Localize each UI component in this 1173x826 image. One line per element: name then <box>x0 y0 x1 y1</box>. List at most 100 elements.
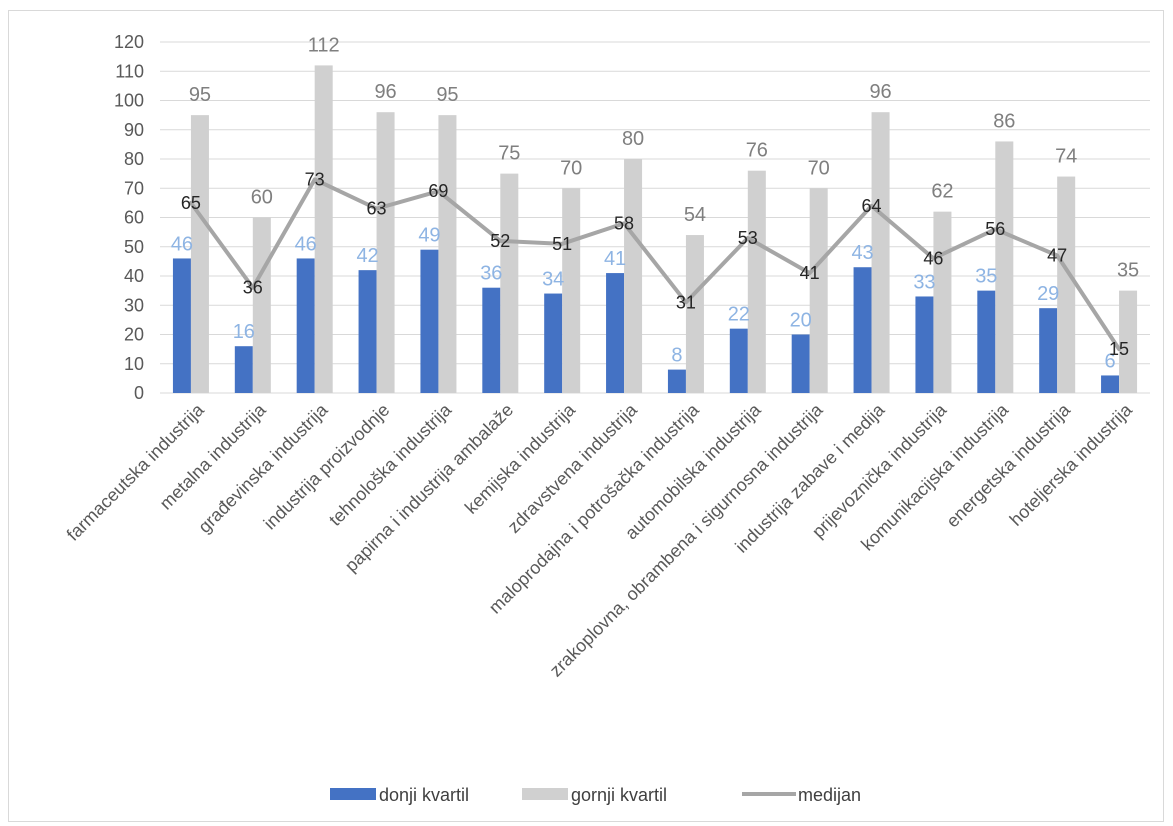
legend-label: medijan <box>798 785 861 805</box>
bar-gornji-kvartil <box>252 217 271 393</box>
data-label-donji-kvartil: 36 <box>480 263 502 285</box>
y-tick-label: 110 <box>115 61 144 81</box>
y-tick-label: 90 <box>124 120 144 140</box>
bar-donji-kvartil <box>853 267 872 393</box>
data-label-gornji-kvartil: 96 <box>374 81 396 103</box>
bar-donji-kvartil <box>667 369 686 393</box>
data-label-medijan: 53 <box>738 228 758 248</box>
y-tick-label: 30 <box>124 295 144 315</box>
bar-gornji-kvartil <box>809 188 828 393</box>
x-category-label: metalna industrija <box>156 399 271 514</box>
y-tick-label: 50 <box>124 237 144 257</box>
data-label-medijan: 51 <box>552 234 572 254</box>
data-label-gornji-kvartil: 62 <box>931 181 953 203</box>
data-label-medijan: 56 <box>985 219 1005 239</box>
data-label-medijan: 73 <box>305 169 325 189</box>
data-label-donji-kvartil: 42 <box>356 245 378 267</box>
bar-gornji-kvartil <box>933 211 952 393</box>
data-label-donji-kvartil: 41 <box>604 248 626 270</box>
data-label-gornji-kvartil: 95 <box>189 84 211 106</box>
legend-swatch <box>330 788 376 800</box>
bar-gornji-kvartil <box>685 235 704 393</box>
bar-gornji-kvartil <box>190 115 209 393</box>
y-tick-label: 60 <box>124 208 144 228</box>
bar-donji-kvartil <box>544 293 563 393</box>
bar-donji-kvartil <box>172 258 191 393</box>
bar-donji-kvartil <box>234 346 253 393</box>
data-label-donji-kvartil: 6 <box>1105 350 1116 372</box>
y-tick-label: 10 <box>124 354 144 374</box>
bar-gornji-kvartil <box>438 115 457 393</box>
bar-gornji-kvartil <box>562 188 581 393</box>
bar-donji-kvartil <box>729 328 748 393</box>
bar-donji-kvartil <box>606 273 625 393</box>
bar-donji-kvartil <box>420 249 439 393</box>
data-label-gornji-kvartil: 76 <box>746 140 768 162</box>
legend-swatch <box>522 788 568 800</box>
data-label-donji-kvartil: 43 <box>851 242 873 264</box>
data-label-medijan: 31 <box>676 292 696 312</box>
y-axis-ticks: 0 10 20 30 40 50 60 70 80 90 100 110 120 <box>114 32 144 403</box>
data-label-donji-kvartil: 16 <box>233 321 255 343</box>
data-label-medijan: 47 <box>1047 246 1067 266</box>
bar-gornji-kvartil <box>871 112 890 393</box>
bars <box>172 65 1138 394</box>
x-category-label: energetska industrija <box>942 399 1074 531</box>
data-label-gornji-kvartil: 96 <box>869 81 891 103</box>
y-tick-label: 40 <box>124 266 144 286</box>
y-tick-label: 70 <box>124 178 144 198</box>
data-label-medijan: 46 <box>923 248 943 268</box>
bar-gornji-kvartil <box>1057 176 1076 393</box>
data-label-medijan: 52 <box>490 231 510 251</box>
legend-label: donji kvartil <box>379 785 469 805</box>
bar-gornji-kvartil <box>747 170 766 393</box>
data-label-gornji-kvartil: 86 <box>993 110 1015 132</box>
data-label-donji-kvartil: 33 <box>913 271 935 293</box>
legend-label: gornji kvartil <box>571 785 667 805</box>
x-category-label: tehnološka industrija <box>325 399 456 530</box>
bar-donji-kvartil <box>791 334 810 393</box>
data-label-donji-kvartil: 46 <box>171 233 193 255</box>
data-label-donji-kvartil: 34 <box>542 269 564 291</box>
median-line <box>188 177 1122 352</box>
y-tick-label: 100 <box>114 91 144 111</box>
bar-gornji-kvartil <box>500 173 519 393</box>
data-label-medijan: 41 <box>800 263 820 283</box>
data-label-gornji-kvartil: 35 <box>1117 260 1139 282</box>
data-label-gornji-kvartil: 54 <box>684 204 706 226</box>
legend: donji kvartil gornji kvartil medijan <box>330 785 861 805</box>
data-label-medijan: 65 <box>181 193 201 213</box>
data-label-medijan: 58 <box>614 213 634 233</box>
data-label-donji-kvartil: 22 <box>728 304 750 326</box>
data-label-medijan: 36 <box>243 278 263 298</box>
bar-gornji-kvartil <box>314 65 333 394</box>
bar-donji-kvartil <box>915 296 934 393</box>
data-label-medijan: 69 <box>428 181 448 201</box>
data-label-donji-kvartil: 35 <box>975 266 997 288</box>
y-tick-label: 80 <box>124 149 144 169</box>
bar-donji-kvartil <box>977 290 996 393</box>
data-label-medijan: 64 <box>862 196 882 216</box>
data-label-gornji-kvartil: 60 <box>251 187 273 209</box>
data-label-medijan: 63 <box>367 199 387 219</box>
bar-donji-kvartil <box>1039 308 1058 393</box>
data-label-gornji-kvartil: 70 <box>808 157 830 179</box>
data-label-gornji-kvartil: 75 <box>498 143 520 165</box>
bar-gornji-kvartil <box>624 159 643 393</box>
bar-donji-kvartil <box>1101 375 1120 393</box>
x-category-label: hoteljerska industrija <box>1006 399 1137 530</box>
data-label-gornji-kvartil: 95 <box>436 84 458 106</box>
y-tick-label: 20 <box>124 325 144 345</box>
bar-donji-kvartil <box>358 270 377 393</box>
bar-gornji-kvartil <box>995 141 1014 393</box>
y-tick-label: 120 <box>114 32 144 52</box>
data-label-donji-kvartil: 29 <box>1037 283 1059 305</box>
series-line-medijan <box>188 177 1122 352</box>
data-label-donji-kvartil: 8 <box>671 345 682 367</box>
legend-item-medijan: medijan <box>742 785 861 805</box>
bar-donji-kvartil <box>482 287 501 393</box>
data-label-gornji-kvartil: 112 <box>308 34 340 56</box>
